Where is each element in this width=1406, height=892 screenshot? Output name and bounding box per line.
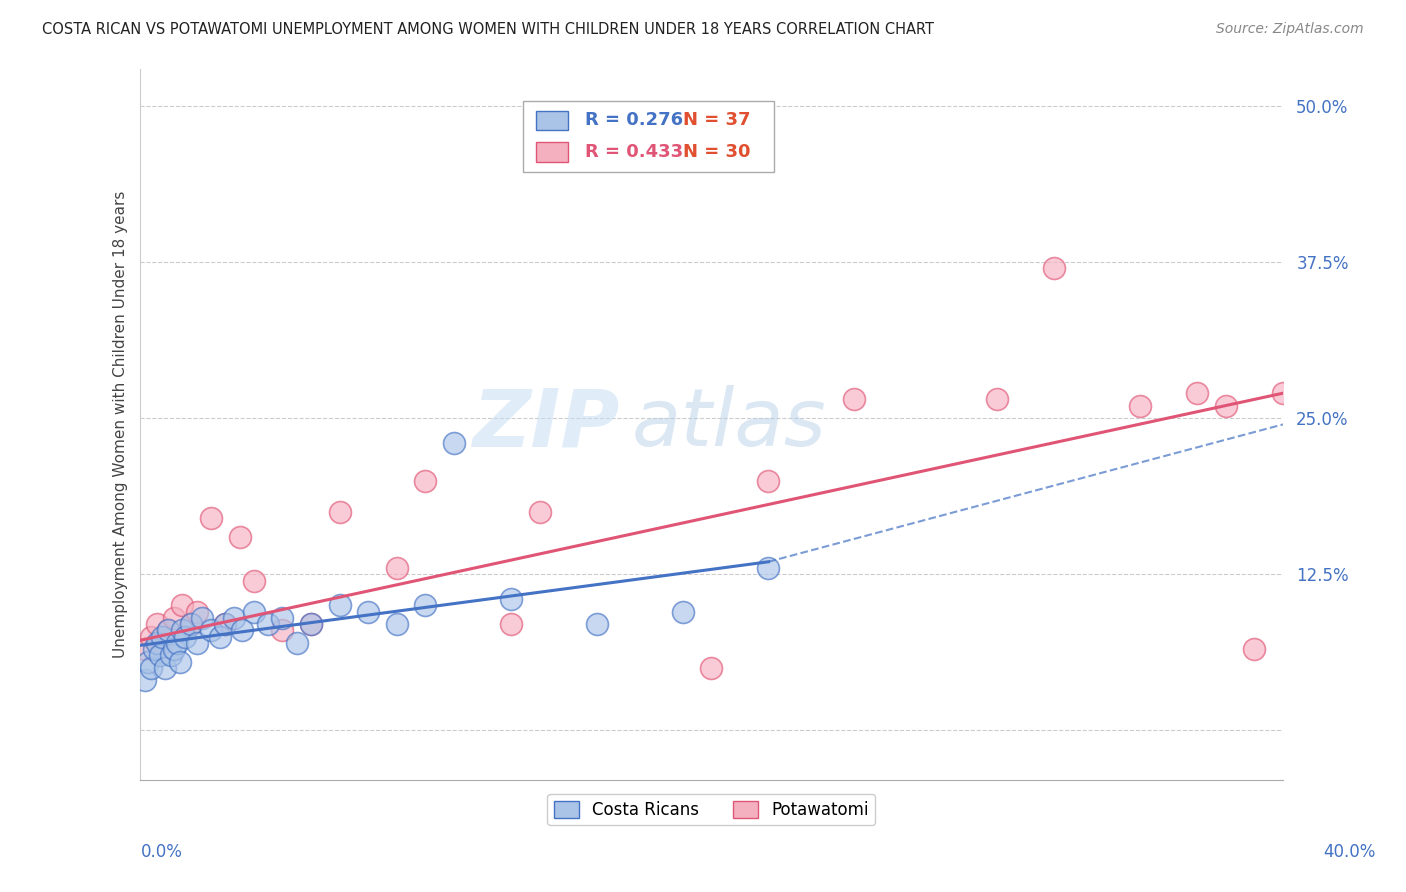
Point (231, 624, 253, 638)
Point (214, 617, 236, 632)
Point (357, 605, 380, 619)
Point (329, 505, 352, 519)
Point (299, 617, 322, 632)
Text: 0.0%: 0.0% (141, 843, 183, 861)
Point (672, 605, 695, 619)
Point (139, 630, 162, 644)
Point (415, 474, 437, 488)
Point (700, 661, 723, 675)
Point (1243, 642, 1265, 657)
Point (200, 511, 222, 525)
Point (1043, 261, 1066, 276)
Y-axis label: Unemployment Among Women with Children Under 18 years: Unemployment Among Women with Children U… (114, 191, 128, 658)
Point (299, 617, 322, 632)
Point (180, 617, 202, 632)
Legend: Costa Ricans, Potawatomi: Costa Ricans, Potawatomi (547, 794, 875, 825)
Point (986, 392, 1008, 407)
Point (139, 661, 162, 675)
Point (145, 617, 167, 632)
Text: R = 0.276: R = 0.276 (585, 112, 683, 129)
Point (163, 611, 186, 625)
Bar (536, 142, 568, 161)
Point (329, 599, 352, 613)
Point (501, 592, 523, 607)
Text: N = 30: N = 30 (683, 143, 751, 161)
Point (186, 605, 208, 619)
Point (385, 617, 408, 632)
Point (208, 630, 231, 644)
Point (160, 648, 183, 663)
Point (191, 611, 214, 625)
Bar (536, 111, 568, 130)
FancyBboxPatch shape (523, 101, 775, 172)
Point (586, 617, 609, 632)
Point (529, 505, 551, 519)
Point (1129, 399, 1152, 413)
Text: ZIP: ZIP (472, 385, 620, 464)
Point (243, 605, 266, 619)
Text: R = 0.433: R = 0.433 (585, 143, 683, 161)
Point (148, 648, 170, 663)
Point (222, 611, 245, 625)
Text: N = 37: N = 37 (683, 112, 751, 129)
Text: atlas: atlas (631, 385, 825, 464)
Point (415, 599, 437, 613)
Point (243, 574, 266, 588)
Point (758, 561, 780, 575)
Point (152, 630, 174, 644)
Point (271, 624, 294, 638)
Point (214, 617, 236, 632)
Point (157, 624, 180, 638)
Point (1215, 399, 1237, 413)
Point (1272, 386, 1295, 401)
Point (758, 474, 780, 488)
Point (271, 611, 294, 625)
Point (134, 673, 156, 688)
Point (152, 636, 174, 650)
Text: Source: ZipAtlas.com: Source: ZipAtlas.com (1216, 22, 1364, 37)
Point (257, 617, 280, 632)
Point (134, 642, 156, 657)
Point (228, 530, 250, 544)
Point (155, 661, 177, 675)
Text: 40.0%: 40.0% (1323, 843, 1376, 861)
Point (443, 436, 465, 450)
Point (174, 630, 197, 644)
Point (844, 392, 866, 407)
Point (145, 636, 167, 650)
Point (136, 655, 159, 669)
Point (172, 599, 194, 613)
Point (163, 642, 186, 657)
Point (501, 617, 523, 632)
Point (142, 642, 165, 657)
Point (285, 636, 308, 650)
Point (166, 636, 188, 650)
Point (200, 624, 222, 638)
Text: COSTA RICAN VS POTAWATOMI UNEMPLOYMENT AMONG WOMEN WITH CHILDREN UNDER 18 YEARS : COSTA RICAN VS POTAWATOMI UNEMPLOYMENT A… (42, 22, 934, 37)
Point (157, 624, 180, 638)
Point (169, 655, 191, 669)
Point (385, 561, 408, 575)
Point (172, 624, 194, 638)
Point (180, 617, 202, 632)
Point (1187, 386, 1209, 401)
Point (186, 636, 208, 650)
